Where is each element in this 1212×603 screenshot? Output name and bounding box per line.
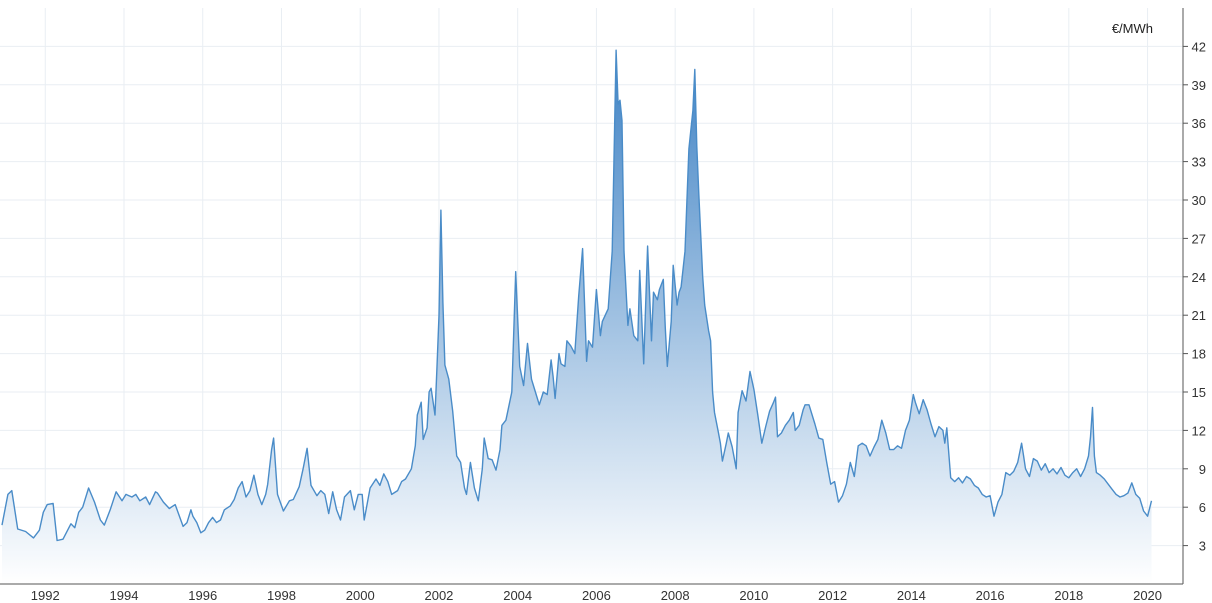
x-tick-label: 2004 [503,588,532,603]
unit-label: €/MWh [1112,21,1153,36]
y-tick-label: 30 [1192,193,1206,208]
x-tick-label: 2010 [739,588,768,603]
y-tick-label: 12 [1192,423,1206,438]
price-series-line [1,49,1153,542]
y-tick-label: 39 [1192,78,1206,93]
y-tick-label: 18 [1192,347,1206,362]
y-tick-label: 15 [1192,385,1206,400]
x-tick-label: 2000 [346,588,375,603]
x-tick-label: 2018 [1054,588,1083,603]
x-tick-label: 1994 [110,588,139,603]
y-tick-label: 3 [1199,539,1206,554]
x-tick-label: 2006 [582,588,611,603]
x-tick-label: 2014 [897,588,926,603]
y-tick-label: 42 [1192,39,1206,54]
x-tick-label: 1998 [267,588,296,603]
y-tick-label: 9 [1199,462,1206,477]
y-tick-label: 21 [1192,308,1206,323]
y-tick-label: 27 [1192,231,1206,246]
y-tick-label: 6 [1199,500,1206,515]
x-tick-label: 1996 [188,588,217,603]
y-tick-label: 24 [1192,270,1206,285]
x-tick-label: 2008 [661,588,690,603]
price-area-fill [2,50,1152,584]
x-tick-label: 2016 [976,588,1005,603]
x-tick-label: 2012 [818,588,847,603]
x-tick-label: 2020 [1133,588,1162,603]
y-tick-label: 33 [1192,155,1206,170]
y-tick-label: 36 [1192,116,1206,131]
x-tick-label: 2002 [424,588,453,603]
x-axis-ticks: 1992 1994 1996 1998 2000 2002 2004 2006 2008 2010… [31,588,1162,603]
x-tick-label: 1992 [31,588,60,603]
